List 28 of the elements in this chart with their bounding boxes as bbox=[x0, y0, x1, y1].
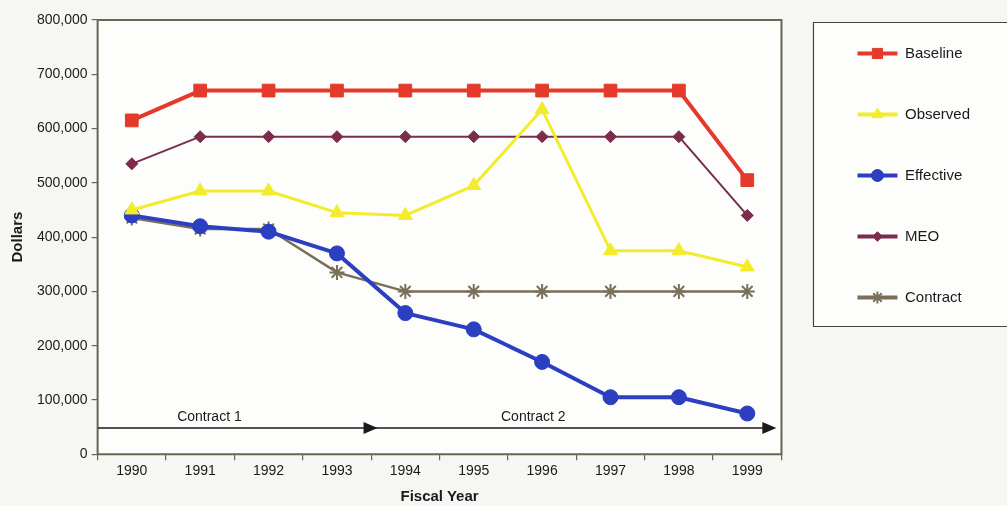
legend-label: Baseline bbox=[904, 43, 963, 61]
y-tick-label: 400,000 bbox=[37, 227, 88, 244]
legend-label: Observed bbox=[904, 104, 971, 122]
y-tick-label: 100,000 bbox=[37, 390, 88, 407]
x-tick-label: 1991 bbox=[184, 462, 216, 479]
x-tick-label: 1997 bbox=[594, 462, 627, 479]
y-tick-label: 300,000 bbox=[37, 282, 88, 299]
x-tick-label: 1996 bbox=[526, 462, 558, 479]
legend-label: Contract bbox=[904, 287, 963, 305]
y-tick-label: 500,000 bbox=[37, 173, 88, 190]
y-tick-label: 200,000 bbox=[37, 336, 88, 353]
x-tick-label: 1998 bbox=[663, 462, 695, 479]
x-tick-label: 1994 bbox=[389, 462, 422, 479]
x-tick-label: 1995 bbox=[458, 462, 490, 479]
y-axis-title: Dollars bbox=[8, 211, 26, 263]
y-tick-label: 700,000 bbox=[37, 65, 88, 82]
x-tick-label: 1999 bbox=[731, 462, 764, 479]
annotation: Contract 1 bbox=[177, 408, 242, 425]
annotation: Contract 2 bbox=[500, 408, 566, 425]
legend-label: MEO bbox=[904, 226, 940, 244]
x-tick-label: 1990 bbox=[116, 462, 148, 479]
x-axis-title: Fiscal Year bbox=[400, 487, 479, 505]
y-tick-label: 600,000 bbox=[37, 119, 88, 136]
y-tick-label: 0 bbox=[79, 445, 88, 462]
x-tick-label: 1992 bbox=[252, 462, 285, 479]
y-tick-label: 800,000 bbox=[37, 10, 88, 27]
legend-label: Effective bbox=[904, 165, 963, 183]
x-tick-label: 1993 bbox=[321, 462, 353, 479]
